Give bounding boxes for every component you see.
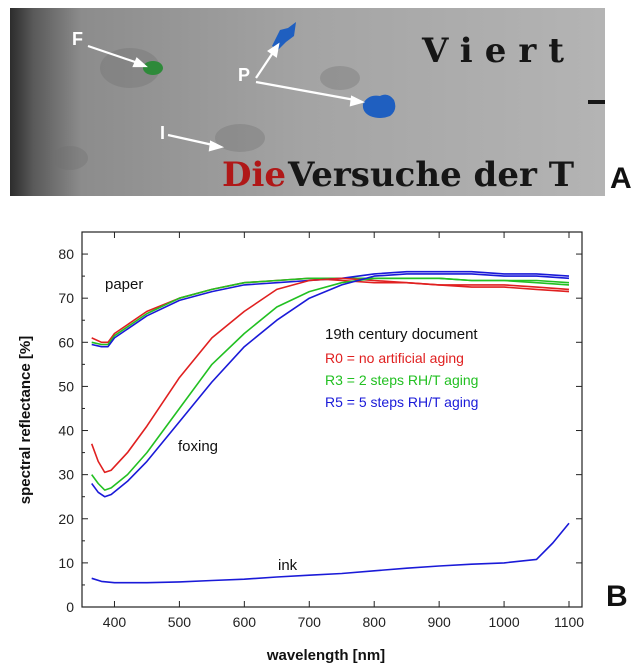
panel-a-label: A [610,162,632,195]
y-axis-label: spectral reflectance [%] [17,336,34,504]
pigment-spot-lower [362,94,396,118]
series-foxing-r5 [91,273,570,498]
printed-line-bottom: Versuche der T [287,155,574,195]
y-tick-label-70: 70 [58,290,74,306]
x-axis-label: wavelength [nm] [266,647,385,664]
series-foxing-r0 [90,277,570,474]
pigment-spot-upper [272,22,296,50]
series-layer [90,270,570,584]
x-tick-label-900: 900 [427,614,451,630]
y-tick-label-20: 20 [58,511,74,527]
marker-p: P [238,65,250,85]
printed-word-red: Die [222,155,286,195]
y-tick-label-50: 50 [58,378,74,394]
x-tick-label-500: 500 [168,614,192,630]
y-tick-label-40: 40 [58,423,74,439]
annotation-foxing: foxing [178,438,218,455]
annotation-arrows [87,42,366,152]
x-tick-label-1100: 1100 [554,614,584,630]
legend-entry-r3: R3 = 2 steps RH/T aging [325,372,478,388]
printed-dash [588,100,605,104]
reflectance-chart: 400 500 600 700 800 900 1000 1100 0 10 20 30 40 50 60 7… [17,231,584,664]
series-ink-r5 [91,522,570,584]
x-tick-label-600: 600 [233,614,257,630]
y-tick-label-10: 10 [58,555,74,571]
series-paper-r5 [91,270,570,348]
y-tick-label-60: 60 [58,334,74,350]
paper-background [10,8,605,196]
marker-i: I [160,123,165,143]
document-photo-panel: F P I Viert Die Versuche der T [10,8,605,196]
series-foxing-r3 [91,277,570,491]
legend-entry-r0: R0 = no artificial aging [325,350,464,366]
x-tick-label-400: 400 [103,614,127,630]
x-tick-label-700: 700 [298,614,322,630]
y-tick-label-30: 30 [58,467,74,483]
legend-title: 19th century document [325,326,478,343]
marker-f: F [72,29,83,49]
x-tick-label-800: 800 [363,614,387,630]
y-tick-label-80: 80 [58,246,74,262]
y-tick-label-0: 0 [66,599,74,615]
printed-word-top: Viert [421,31,576,71]
x-tick-label-1000: 1000 [488,614,519,630]
axes-frame [81,231,583,608]
annotation-paper: paper [105,276,143,293]
foxing-spot [143,61,163,75]
plot-frame [81,231,583,608]
legend-entry-r5: R5 = 5 steps RH/T aging [325,394,478,410]
panel-b-label: B [606,580,628,613]
ticks-layer: 400 500 600 700 800 900 1000 1100 0 10 20 30 40 50 60 7… [58,232,584,630]
paper-stains [52,48,360,170]
annotation-ink: ink [278,557,298,574]
